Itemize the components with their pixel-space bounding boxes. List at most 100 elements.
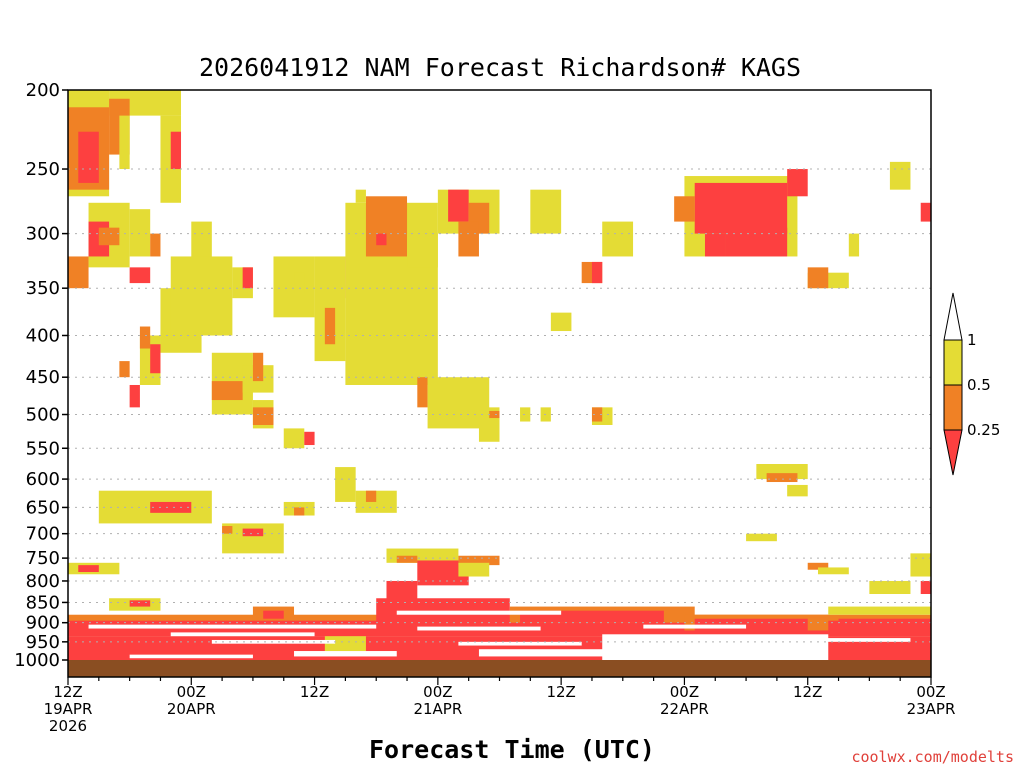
x-axis-label: Forecast Time (UTC) (369, 735, 655, 764)
y-tick-label: 700 (26, 524, 60, 545)
data-cell (869, 580, 911, 595)
y-tick-label: 600 (26, 469, 60, 490)
data-cell (746, 533, 777, 542)
legend-swatch-orange (943, 384, 963, 431)
data-cell (520, 407, 531, 422)
y-tick-label: 800 (26, 571, 60, 592)
data-cell (407, 233, 438, 268)
data-cell (304, 431, 315, 446)
y-tick-label: 750 (26, 548, 60, 569)
y-tick-label: 650 (26, 497, 60, 518)
data-cell (78, 565, 99, 573)
data-cell (98, 227, 120, 246)
data-gap (211, 639, 336, 644)
y-tick-label: 250 (26, 159, 60, 180)
y-tick-label: 200 (26, 80, 60, 101)
data-cell (365, 490, 377, 502)
data-cell (355, 189, 366, 203)
y-tick-label: 500 (26, 405, 60, 426)
data-cell (787, 484, 808, 497)
x-tick-label: 00Z (916, 683, 945, 701)
x-tick-label: 20APR (167, 700, 216, 718)
data-cell (704, 233, 726, 257)
data-cell (458, 221, 479, 257)
y-tick-label: 450 (26, 367, 60, 388)
y-tick-label: 850 (26, 592, 60, 613)
data-cell (150, 344, 161, 374)
y-tick-label: 400 (26, 325, 60, 346)
data-cell (448, 189, 469, 222)
y-tick-label: 300 (26, 224, 60, 245)
data-cell (242, 267, 253, 289)
data-cell (129, 209, 151, 257)
data-gap (787, 638, 911, 642)
legend-under-arrow (943, 429, 963, 476)
data-cell (550, 312, 572, 332)
y-tick-label: 900 (26, 613, 60, 634)
data-cell (848, 233, 860, 257)
legend-label: 0.5 (967, 376, 991, 394)
credit-text: coolwx.com/modelts (851, 748, 1014, 766)
data-gap (417, 626, 541, 631)
data-cell (376, 598, 510, 623)
x-tick-label: 21APR (413, 700, 462, 718)
data-cell (458, 555, 500, 566)
data-cell (694, 618, 808, 631)
x-tick-label: 19APR (44, 700, 93, 718)
data-cell (129, 384, 140, 408)
data-cell (376, 233, 387, 246)
data-cell (68, 256, 89, 289)
data-cell (807, 267, 829, 289)
x-tick-label: 00Z (670, 683, 699, 701)
x-tick-label: 12Z (793, 683, 822, 701)
data-cell (252, 352, 264, 382)
y-axis: 200 250 300 350 400 450 500 550 600 650 700 7508008… (14, 80, 68, 671)
ground-surface (68, 660, 931, 677)
data-cell (170, 256, 233, 336)
data-cell (119, 361, 130, 378)
data-cell (725, 227, 788, 257)
data-cell (139, 326, 151, 349)
data-gap (294, 651, 397, 657)
data-cell (530, 189, 562, 234)
data-cell (365, 196, 408, 257)
x-tick-label: 00Z (423, 683, 452, 701)
x-tick-label: 2026 (49, 717, 87, 735)
data-cell (674, 196, 695, 222)
chart-title: 2026041912 NAM Forecast Richardson# KAGS (199, 53, 801, 82)
data-cell (838, 618, 931, 635)
data-cell (170, 131, 182, 170)
data-cell (294, 272, 305, 294)
data-cell (252, 407, 274, 425)
data-cell (591, 407, 603, 422)
data-cell (335, 467, 356, 502)
x-tick-label: 12Z (53, 683, 82, 701)
data-gap (643, 624, 747, 629)
data-gap (129, 654, 253, 659)
x-tick-label: 12Z (546, 683, 575, 701)
data-cell (910, 553, 931, 577)
data-cell (920, 202, 931, 222)
data-cell (129, 600, 151, 607)
data-gap (170, 632, 315, 637)
data-cell (489, 410, 500, 419)
y-tick-label: 350 (26, 278, 60, 299)
data-cell (591, 261, 603, 284)
data-cell (817, 567, 849, 575)
data-cell (766, 473, 798, 483)
data-cell (396, 555, 418, 563)
data-cell (458, 562, 490, 577)
y-tick-label: 1000 (14, 650, 60, 671)
data-cell (119, 115, 130, 170)
data-cell (150, 233, 161, 257)
legend-label: 1 (967, 331, 977, 349)
data-gap (478, 649, 644, 657)
data-cell (920, 580, 931, 595)
data-gap (88, 624, 377, 629)
data-cell (191, 221, 212, 268)
color-legend: 1 0.5 0.25 (943, 292, 1000, 476)
data-cell (263, 610, 284, 619)
data-cell (324, 636, 366, 652)
